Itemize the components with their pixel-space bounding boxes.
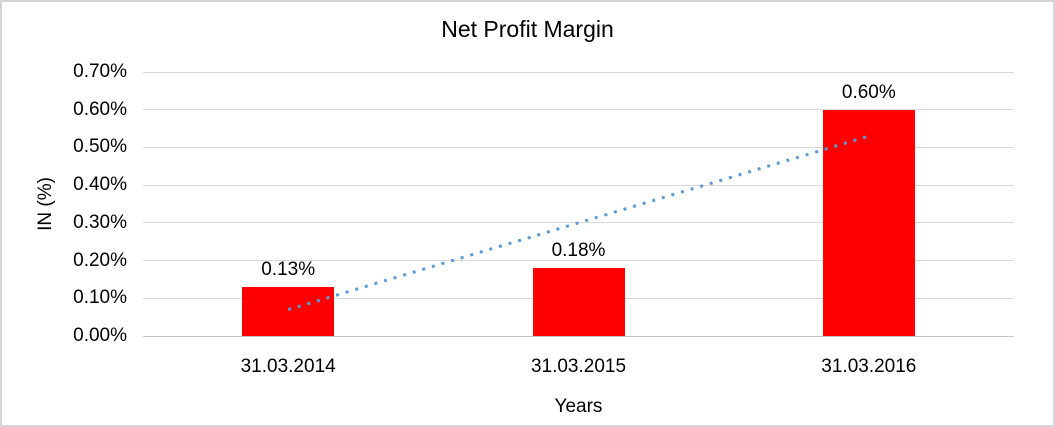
- y-tick-label: 0.60%: [73, 98, 127, 120]
- bar: [242, 286, 335, 336]
- x-tick-label: 31.03.2014: [240, 356, 336, 377]
- y-tick-label: 0.10%: [73, 287, 127, 309]
- bar-value-label: 0.13%: [261, 258, 316, 280]
- x-axis-title: Years: [554, 396, 603, 417]
- gridline: [143, 71, 1014, 73]
- y-tick-label: 0.50%: [73, 136, 127, 158]
- y-tick-label: 0.40%: [73, 174, 127, 196]
- plot-area: 0.13% 0.18% 0.60%: [143, 71, 1014, 337]
- y-tick-label: 0.00%: [73, 325, 127, 346]
- gridline: [143, 146, 1014, 148]
- x-axis-line: [143, 335, 1014, 337]
- x-tick-label: 31.03.2016: [821, 356, 917, 377]
- gridline: [143, 222, 1014, 224]
- trendline-svg: [287, 134, 870, 312]
- bar-value-label: 0.18%: [551, 240, 606, 262]
- x-tick-label: 31.03.2015: [530, 356, 627, 377]
- gridline: [143, 184, 1014, 186]
- y-tick-label: 0.70%: [73, 61, 127, 82]
- y-tick-label: 0.20%: [73, 249, 127, 271]
- bar: [822, 109, 915, 336]
- bar: [532, 268, 625, 336]
- y-tick-label: 0.30%: [73, 211, 127, 233]
- trendline: [287, 134, 870, 312]
- gridline: [143, 109, 1014, 111]
- gridline: [143, 260, 1014, 262]
- bar-value-label: 0.60%: [841, 81, 896, 103]
- chart-title: Net Profit Margin: [441, 16, 614, 42]
